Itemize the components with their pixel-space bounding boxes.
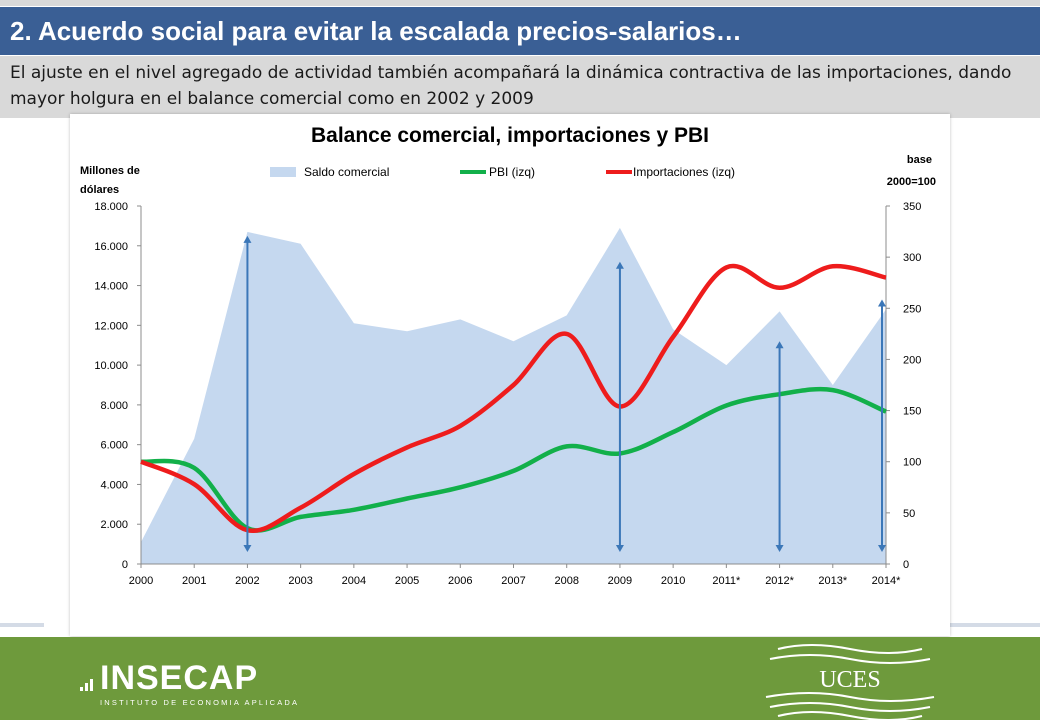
right-tick-label: 300 [903,252,921,264]
x-tick-label: 2008 [554,575,578,587]
left-tick-label: 0 [122,559,128,571]
left-tick-label: 8.000 [100,400,128,412]
x-tick-label: 2013* [818,575,847,587]
x-tick-label: 2001 [182,575,206,587]
signal-bars-icon [80,679,93,691]
left-tick-label: 4.000 [100,479,128,491]
top-rule [0,0,1040,6]
right-tick-label: 250 [903,303,921,315]
x-tick-label: 2003 [288,575,312,587]
right-tick-label: 350 [903,201,921,213]
left-tick-label: 18.000 [94,201,128,213]
left-divider-line [0,623,44,627]
legend-label-pbi: PBI (izq) [489,165,535,179]
left-tick-label: 10.000 [94,360,128,372]
left-tick-label: 2.000 [100,519,128,531]
annotation-arrow-head-up [615,261,624,269]
x-tick-label: 2007 [501,575,525,587]
insecap-logo-subtext: INSTITUTO DE ECONOMIA APLICADA [100,698,300,707]
right-axis-label-line1: base [907,154,932,166]
right-tick-label: 200 [903,354,921,366]
x-tick-label: 2006 [448,575,472,587]
annotation-arrow-head-up [243,235,252,243]
importaciones-line [140,263,887,534]
right-tick-label: 50 [903,508,915,520]
left-tick-label: 16.000 [94,241,128,253]
uces-wave-lines-icon [765,644,935,720]
annotation-arrow-head-up [775,341,784,349]
x-tick-label: 2004 [342,575,366,587]
chart-panel: Balance comercial, importaciones y PBI Mi… [70,114,950,636]
x-tick-label: 2012* [765,575,794,587]
left-tick-label: 12.000 [94,320,128,332]
uces-logo-text: UCES [819,667,880,693]
saldo-comercial-area [141,227,886,564]
annotation-arrow-head-down [615,545,624,552]
legend-swatch-saldo [270,167,296,177]
slide-subtitle: El ajuste en el nivel agregado de activi… [0,56,1040,118]
x-tick-label: 2009 [608,575,632,587]
x-tick-label: 2002 [235,575,259,587]
footer: INSECAP INSTITUTO DE ECONOMIA APLICADA U… [0,637,1040,720]
x-tick-label: 2005 [395,575,419,587]
x-tick-label: 2011* [712,575,741,587]
right-divider-line [950,623,1040,627]
annotation-arrow-head-down [243,545,252,552]
left-axis-label-line2: dólares [80,184,119,196]
annotation-arrow-head-up [878,299,886,307]
chart-svg: Balance comercial, importaciones y PBI Mi… [80,124,936,587]
legend-label-saldo: Saldo comercial [304,165,389,179]
uces-logo: UCES [765,644,935,720]
legend-label-importaciones: Importaciones (izq) [633,165,735,179]
x-tick-label: 2010 [661,575,685,587]
chart-title: Balance comercial, importaciones y PBI [311,124,709,147]
right-tick-label: 0 [903,559,909,571]
left-axis-label-line1: Millones de [80,165,140,177]
left-tick-label: 6.000 [100,440,128,452]
x-tick-label: 2014* [872,575,901,587]
slide-title: 2. Acuerdo social para evitar la escalad… [0,7,1040,55]
left-tick-label: 14.000 [94,281,128,293]
annotation-arrow-head-down [878,545,886,552]
insecap-logo: INSECAP INSTITUTO DE ECONOMIA APLICADA [80,659,300,707]
insecap-logo-text: INSECAP [100,659,259,697]
annotation-arrow-head-down [775,545,784,552]
right-tick-label: 150 [903,406,921,418]
right-axis-label-line2: 2000=100 [887,176,936,188]
right-tick-label: 100 [903,457,921,469]
x-tick-label: 2000 [129,575,153,587]
